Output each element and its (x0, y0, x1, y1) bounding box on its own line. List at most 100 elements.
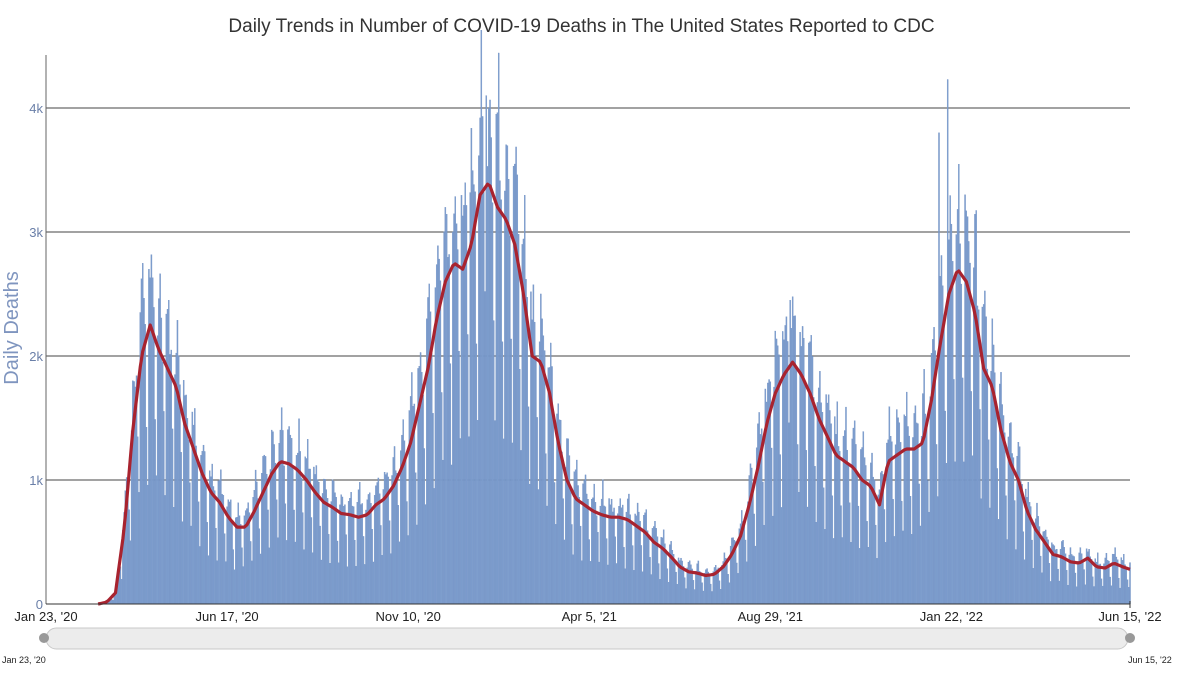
daily-bar (969, 262, 971, 605)
daily-bar (458, 350, 460, 605)
daily-bar (242, 566, 244, 605)
daily-bar (835, 434, 837, 605)
daily-bar (636, 502, 639, 605)
daily-bar (437, 245, 439, 605)
daily-bar (785, 316, 788, 605)
daily-bar (445, 214, 448, 605)
navigator-left-handle[interactable] (39, 633, 49, 643)
daily-bar (1098, 564, 1100, 605)
daily-bar (453, 213, 455, 605)
daily-bar (204, 451, 206, 605)
daily-bar (371, 529, 373, 605)
daily-bar (824, 529, 826, 605)
daily-bar (712, 571, 714, 605)
daily-bar (480, 30, 483, 605)
range-navigator[interactable]: Jan 23, '20 Jun 15, '22 (2, 627, 1172, 665)
daily-bar (306, 439, 309, 605)
daily-bar (279, 429, 282, 605)
daily-bar (190, 525, 192, 605)
daily-bar (464, 182, 466, 605)
daily-bar (602, 479, 604, 605)
daily-bar (593, 483, 595, 605)
daily-bar (628, 493, 630, 605)
daily-bar (862, 431, 865, 605)
daily-bar (917, 423, 919, 605)
daily-bar (1082, 560, 1084, 605)
daily-bar (325, 489, 328, 605)
daily-bar (965, 210, 967, 605)
daily-bar (223, 533, 226, 605)
daily-bar (577, 485, 579, 605)
daily-bar (1010, 422, 1012, 605)
daily-bar (837, 446, 840, 605)
daily-bar (707, 571, 710, 605)
daily-bar (233, 569, 236, 605)
daily-bar (562, 498, 564, 605)
daily-bar (919, 525, 922, 605)
daily-bar (898, 422, 901, 605)
daily-bar (199, 546, 201, 605)
daily-bar (1018, 446, 1021, 605)
daily-bar (404, 459, 407, 605)
daily-bar (220, 469, 222, 605)
daily-bar (914, 405, 917, 605)
daily-bar (428, 283, 430, 605)
daily-bar (589, 561, 592, 605)
daily-bar (373, 495, 376, 605)
daily-bar (407, 535, 409, 605)
daily-bar (688, 560, 691, 605)
daily-bar (591, 498, 593, 605)
daily-bar (262, 456, 264, 605)
daily-bar (1041, 572, 1043, 605)
daily-bar (856, 474, 858, 605)
daily-bar (1022, 531, 1025, 605)
daily-bar (362, 536, 365, 605)
daily-bar (526, 297, 528, 605)
daily-bar (633, 570, 635, 605)
daily-bar (786, 341, 789, 605)
daily-bar (333, 480, 335, 605)
daily-bar (1093, 586, 1095, 605)
daily-bar (257, 498, 259, 605)
daily-bar (150, 254, 153, 605)
daily-bar (180, 452, 182, 605)
daily-bar (474, 191, 476, 605)
daily-bar (789, 300, 791, 605)
daily-bar (995, 404, 997, 605)
navigator-track[interactable] (45, 627, 1129, 650)
daily-bar (644, 512, 646, 605)
daily-bar (635, 515, 638, 605)
daily-bar (599, 505, 602, 605)
daily-bar (140, 278, 143, 605)
daily-bar (1049, 581, 1052, 605)
daily-bar (268, 547, 270, 605)
daily-bar (502, 438, 505, 605)
daily-bar (280, 407, 283, 605)
daily-bar (285, 540, 288, 605)
daily-bar (798, 491, 800, 605)
daily-bar (912, 437, 914, 605)
daily-bar (718, 580, 721, 605)
daily-bar (237, 502, 239, 605)
x-tick-label: Jun 15, '22 (1098, 609, 1161, 624)
daily-bar (603, 505, 605, 605)
daily-bar (211, 463, 213, 605)
daily-bar (171, 428, 174, 605)
navigator-right-handle[interactable] (1125, 633, 1135, 643)
daily-bar (1064, 553, 1067, 605)
daily-bar (569, 486, 572, 605)
daily-bar (297, 452, 299, 605)
daily-bar (519, 369, 521, 605)
daily-bar (698, 571, 701, 605)
daily-bar (536, 417, 538, 605)
daily-bar (308, 468, 310, 605)
daily-bar (351, 505, 354, 605)
daily-bar (643, 515, 645, 605)
daily-bar (251, 560, 253, 605)
daily-bar (537, 489, 540, 605)
daily-bar (899, 442, 902, 605)
daily-bar (996, 468, 998, 605)
daily-bar (845, 406, 847, 605)
daily-bars (101, 30, 1131, 605)
